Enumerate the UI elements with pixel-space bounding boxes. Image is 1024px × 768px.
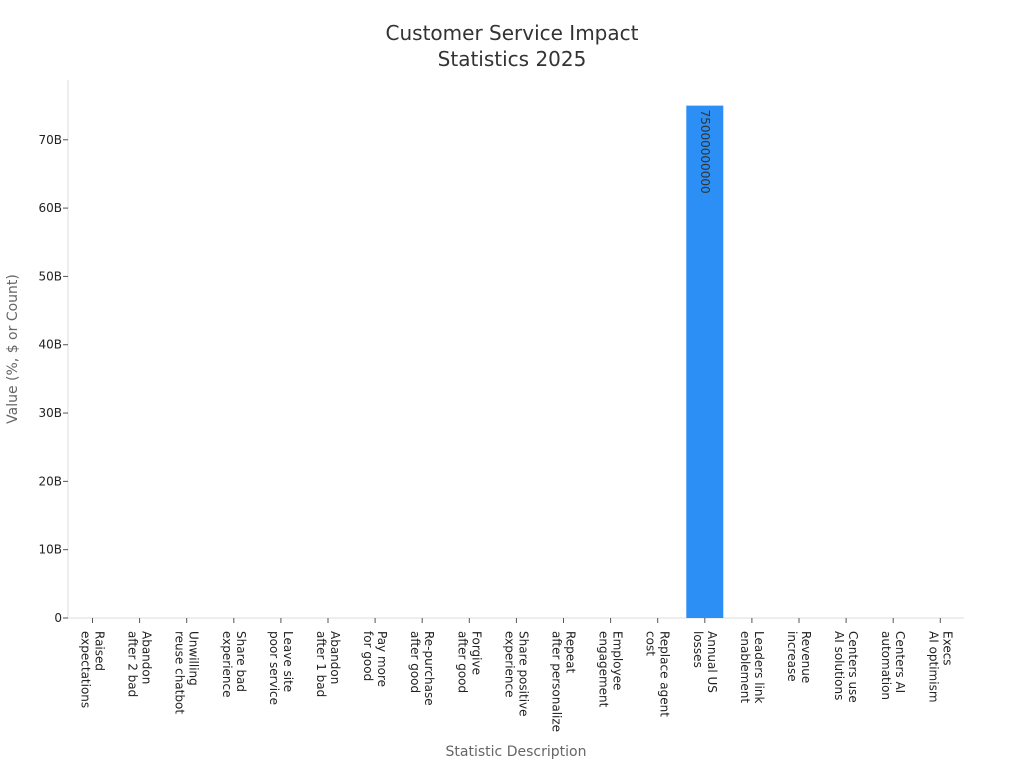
- x-tick-label: Replace agentcost: [644, 631, 672, 717]
- y-tick-label: 50B: [38, 269, 62, 283]
- x-tick-label: Abandonafter 2 bad: [126, 631, 154, 697]
- bar: [686, 105, 724, 619]
- y-tick-label: 70B: [38, 133, 62, 147]
- bar-data-label: 75000000000: [698, 110, 712, 194]
- y-tick-label: 10B: [38, 543, 62, 557]
- y-axis-label: Value (%, $ or Count): [5, 274, 21, 424]
- x-tick-label: Revenueincrease: [785, 631, 813, 683]
- y-tick-label: 40B: [38, 338, 62, 352]
- x-tick-label: Unwillingreuse chatbot: [173, 631, 201, 714]
- chart-title-line-1: Customer Service Impact: [386, 21, 639, 45]
- x-tick-label: Forgiveafter good: [455, 631, 483, 693]
- x-tick-label: Employeeengagement: [597, 631, 625, 708]
- y-tick-label: 60B: [38, 201, 62, 215]
- x-tick-label: Annual USlosses: [691, 631, 719, 693]
- x-tick-label: Repeatafter personalize: [550, 631, 578, 732]
- chart-title-line-2: Statistics 2025: [438, 47, 587, 71]
- x-tick-label: Pay morefor good: [361, 631, 389, 687]
- plot-area: 0 10B 20B 30B 40B 50B 60B 70B Raisedexpectations…: [38, 105, 954, 732]
- x-tick-label: Abandonafter 1 bad: [314, 631, 342, 697]
- x-tick-label: ExecsAI optimism: [926, 631, 954, 703]
- y-tick-label: 20B: [38, 474, 62, 488]
- x-tick-label: Share badexperience: [220, 631, 248, 698]
- x-tick-label: Leaders linkenablement: [738, 631, 766, 703]
- x-tick-label: Raisedexpectations: [79, 631, 107, 708]
- x-tick-label: Centers useAI solutions: [832, 631, 860, 703]
- y-tick-label: 30B: [38, 406, 62, 420]
- y-tick-label: 0: [54, 611, 62, 625]
- x-tick-label: Re-purchaseafter good: [408, 631, 436, 706]
- x-axis-label: Statistic Description: [446, 744, 587, 760]
- x-tick-label: Share positiveexperience: [502, 631, 530, 717]
- x-tick-label: Centers AIautomation: [879, 631, 907, 700]
- x-tick-label: Leave sitepoor service: [267, 631, 295, 705]
